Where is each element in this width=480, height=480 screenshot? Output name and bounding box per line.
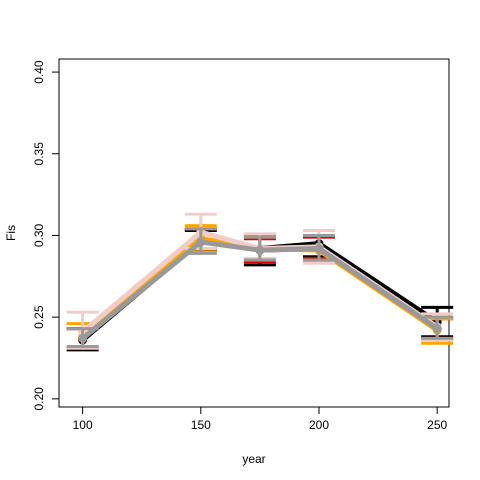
y-tick-label: 0.20 [32, 387, 46, 411]
x-axis-label: year [242, 452, 265, 466]
data-point [314, 244, 324, 254]
series-layer [66, 212, 454, 352]
data-point [432, 324, 442, 334]
x-axis: 100 150 200 250 [73, 406, 448, 432]
x-tick-label: 250 [427, 418, 447, 432]
data-point [255, 245, 265, 255]
y-axis: 0.20 0.25 0.30 0.35 0.40 [32, 60, 60, 411]
x-tick-label: 200 [309, 418, 329, 432]
series-4 [66, 227, 454, 349]
y-tick-label: 0.35 [32, 142, 46, 166]
data-point [78, 333, 88, 343]
y-tick-label: 0.30 [32, 223, 46, 247]
data-point [196, 237, 206, 247]
y-tick-label: 0.40 [32, 60, 46, 84]
x-tick-label: 150 [191, 418, 211, 432]
y-tick-label: 0.25 [32, 305, 46, 329]
series-3 [66, 212, 454, 350]
y-axis-label: Fis [4, 225, 18, 241]
x-tick-label: 100 [73, 418, 93, 432]
